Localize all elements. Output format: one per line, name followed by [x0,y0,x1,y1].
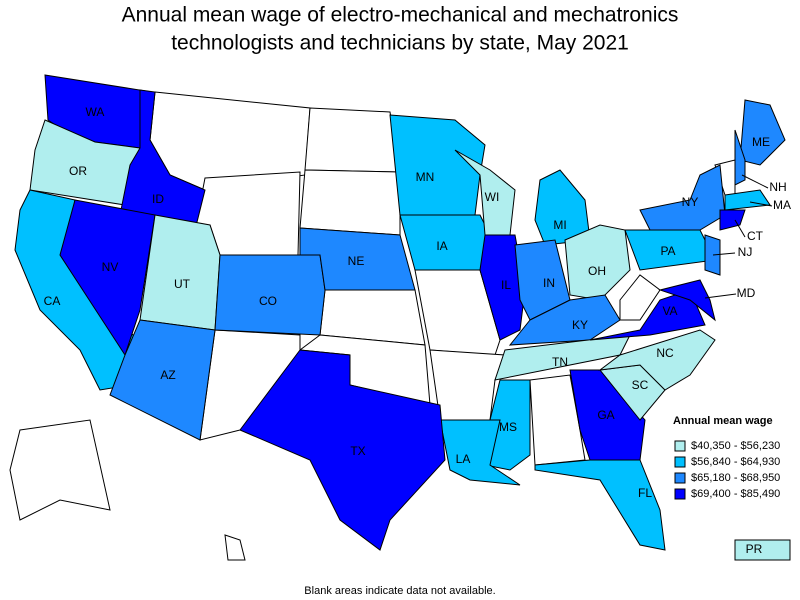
legend-swatch [674,488,686,500]
state [598,329,716,391]
state [724,189,771,211]
state-label: NY [682,195,699,209]
state-label: LA [456,452,471,466]
state-label: FL [638,486,652,500]
state [109,319,216,441]
state-label: CO [259,294,277,308]
state-label: ID [152,192,164,206]
state-label: SC [632,378,649,392]
state [564,224,631,301]
state-blank [9,419,111,521]
state-label: GA [597,408,614,422]
leader-line [704,293,737,299]
legend-swatch [674,440,686,452]
legend-swatch [674,472,686,484]
state-label: TN [552,355,568,369]
state [439,419,521,486]
legend-label: $69,400 - $85,490 [691,488,780,500]
legend: Annual mean wage $40,350 - $56,230 $56,840… [673,415,780,500]
state [299,227,416,291]
legend-label: $40,350 - $56,230 [691,440,780,452]
state-label: MN [416,170,435,184]
state-label: NV [102,260,119,274]
state [639,164,726,231]
legend-label: $56,840 - $64,930 [691,456,780,468]
state-blank [304,107,401,173]
state-label: VA [662,304,677,318]
state [239,349,446,551]
state-label: NH [769,180,786,194]
legend-title: Annual mean wage [673,415,773,427]
legend-swatch [674,456,686,468]
state [59,199,156,357]
leader-line [734,219,746,238]
leader-line [749,201,773,207]
leader-line [741,174,769,189]
state [704,234,721,276]
state-label: AZ [160,368,175,382]
state-label: MS [499,420,517,434]
state-label: CA [44,294,61,308]
legend-label: $65,180 - $68,950 [691,472,780,484]
state-label: CT [747,229,764,243]
state [119,89,206,231]
state-label: PR [746,542,763,556]
state-blank [224,534,246,561]
state-label: MA [773,198,791,212]
state-label: UT [174,277,191,291]
state-label: NC [656,346,674,360]
state [658,279,716,322]
state-label: PA [660,244,675,258]
state-blank [299,169,401,236]
state-label: MI [553,218,566,232]
title-line: Annual mean wage of electro-mechanical a… [122,4,679,27]
state-label: OR [69,164,87,178]
state-label: NJ [738,245,753,259]
state-label: KY [572,318,588,332]
state [734,129,746,186]
state [719,209,746,231]
state-label: IA [436,239,447,253]
title-line: technologists and technicians by state, … [171,32,629,55]
state [734,539,791,561]
state-label: OH [588,264,606,278]
state-label: IN [543,276,555,290]
state-blank [529,374,586,466]
state-label: WI [485,190,500,204]
state [534,459,666,551]
state-label: TX [350,444,365,458]
leader-line [712,252,736,256]
state-label: WA [86,105,105,119]
state-label: MD [737,286,756,300]
footnote: Blank areas indicate data not available. [304,585,495,597]
state [739,99,786,166]
state-label: IL [501,278,511,292]
state [508,294,621,346]
state-label: NE [348,254,365,268]
state-blank [619,274,661,321]
state-label: ME [752,135,770,149]
state [479,234,526,341]
states: WA OR CA ID NV UT AZ CO NE MN IA WI IL MI IN OH KY TN MS LA… [14,74,791,561]
